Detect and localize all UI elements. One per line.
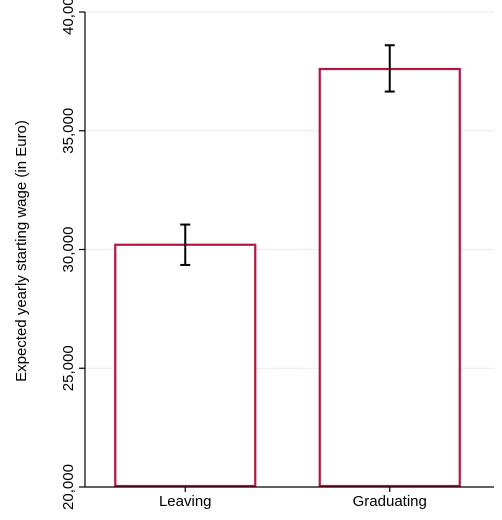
- error-bars: [180, 44, 395, 266]
- bar-leaving: [114, 243, 257, 488]
- y-tick-label: 40,000: [60, 0, 77, 35]
- x-tick-label-graduating: Graduating: [353, 493, 427, 510]
- y-tick-label: 30,000: [60, 227, 77, 273]
- y-axis-ticks: 20,000 25,000 30,000 35,000 40,000: [60, 0, 85, 510]
- bar-graduating: [318, 67, 461, 488]
- y-tick-label: 35,000: [60, 108, 77, 154]
- y-axis-title: Expected yearly starting wage (in Euro): [13, 120, 30, 382]
- x-tick-label-leaving: Leaving: [159, 493, 212, 510]
- x-axis-ticks: Leaving Graduating: [159, 487, 427, 510]
- y-tick-label: 25,000: [60, 345, 77, 391]
- bars: [114, 67, 461, 488]
- y-tick-label: 20,000: [60, 464, 77, 510]
